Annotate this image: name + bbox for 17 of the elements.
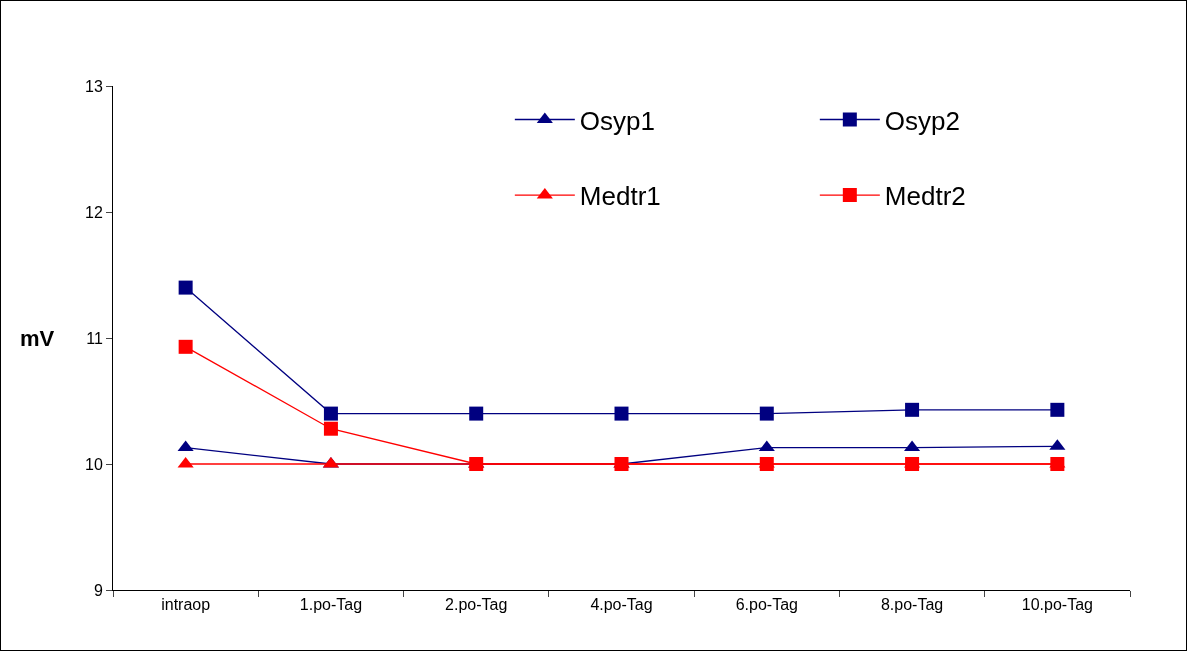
- x-tick-label: 8.po-Tag: [880, 596, 944, 614]
- x-tick-label: 1.po-Tag: [299, 596, 363, 614]
- y-tick-label: 12: [85, 203, 103, 221]
- x-tick-label: intraop: [161, 596, 211, 614]
- x-tick-label: 6.po-Tag: [735, 596, 798, 614]
- y-axis-title: mV: [20, 326, 55, 351]
- legend-label: Medtr2: [884, 181, 966, 212]
- x-tick-label: 10.po-Tag: [1021, 596, 1093, 614]
- y-tick-label: 10: [85, 455, 103, 473]
- legend-label: Osyp1: [579, 105, 655, 136]
- y-tick-label: 9: [93, 581, 103, 599]
- legend-label: Osyp2: [884, 105, 960, 136]
- x-tick-label: 2.po-Tag: [445, 596, 508, 614]
- y-tick-label: 13: [85, 77, 103, 95]
- legend-label: Medtr1: [579, 181, 661, 212]
- x-tick-label: 4.po-Tag: [590, 596, 653, 614]
- y-tick-label: 11: [86, 329, 103, 347]
